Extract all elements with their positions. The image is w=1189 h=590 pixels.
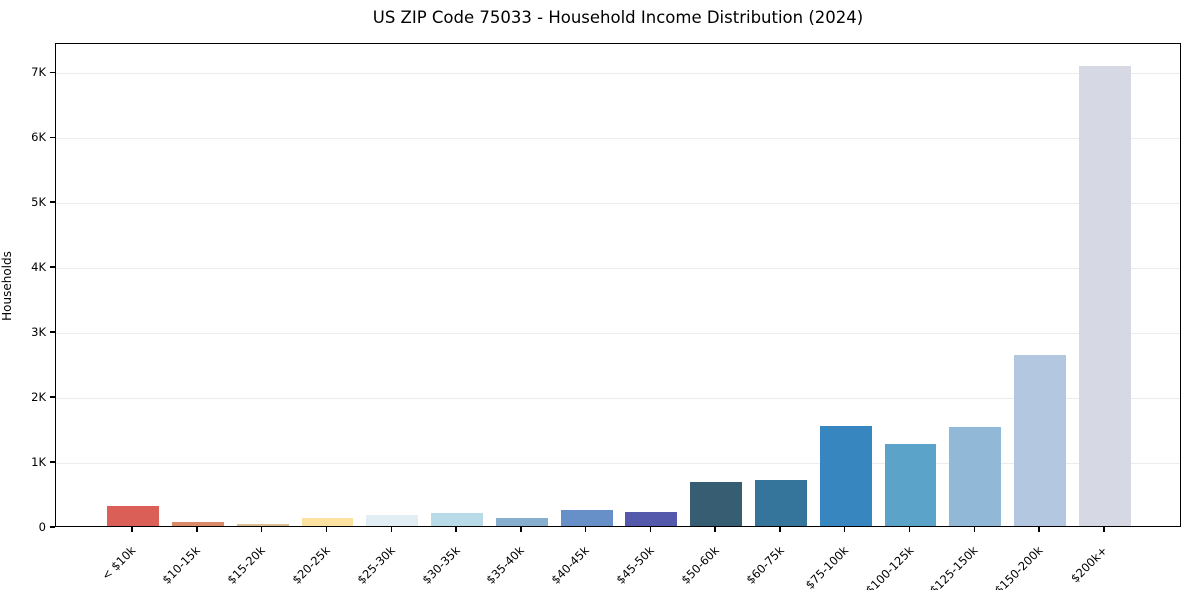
y-tick-mark-6K <box>50 136 55 138</box>
bar-30-35k <box>431 512 483 526</box>
x-tick-mark-4 <box>390 527 392 532</box>
y-tick-mark-4K <box>50 266 55 268</box>
x-tick-label-3: $20-25k <box>289 543 333 587</box>
y-tick-label-2K: 2K <box>31 389 46 404</box>
x-tick-label-1: $10-15k <box>159 543 204 587</box>
gridline-2K <box>56 397 1180 399</box>
bar-200k <box>1078 66 1131 526</box>
y-tick-label-7K: 7K <box>31 64 46 79</box>
x-tick-mark-14 <box>1038 527 1040 532</box>
bar-125-150k <box>949 426 1002 526</box>
x-tick-mark-2 <box>260 527 263 532</box>
y-tick-mark-5K <box>50 201 55 203</box>
x-tick-label-2: $15-20k <box>224 543 269 587</box>
x-tick-label-10: $60-75k <box>742 543 787 587</box>
bar-10-15k <box>171 522 224 526</box>
y-tick-mark-1K <box>50 461 55 463</box>
bar-10k <box>107 506 159 526</box>
chart-title: US ZIP Code 75033 - Household Income Dis… <box>372 8 864 27</box>
x-tick-label-12: $100-125k <box>862 543 916 590</box>
gridline-7K <box>56 72 1180 74</box>
x-tick-label-6: $35-40k <box>483 543 528 587</box>
gridline-4K <box>56 267 1180 269</box>
gridline-3K <box>56 332 1180 334</box>
x-tick-label-11: $75-100k <box>802 543 852 590</box>
x-tick-mark-3 <box>325 527 328 532</box>
y-tick-label-3K: 3K <box>31 324 46 339</box>
gridline-5K <box>56 202 1180 204</box>
x-tick-label-8: $45-50k <box>613 543 657 587</box>
x-tick-label-4: $25-30k <box>354 543 398 587</box>
bar-15-20k <box>236 523 289 526</box>
y-tick-label-0: 0 <box>38 519 46 534</box>
y-tick-label-4K: 4K <box>31 259 46 274</box>
x-tick-mark-13 <box>973 527 976 532</box>
bar-75-100k <box>819 425 872 526</box>
x-tick-label-0: < $10k <box>98 543 139 583</box>
x-tick-label-5: $30-35k <box>419 543 463 587</box>
y-tick-label-1K: 1K <box>31 454 46 469</box>
x-tick-mark-0 <box>131 527 133 532</box>
x-tick-label-13: $125-150k <box>927 543 981 590</box>
x-tick-mark-11 <box>844 527 846 532</box>
y-tick-mark-0 <box>50 526 55 528</box>
y-tick-label-6K: 6K <box>31 129 46 144</box>
y-tick-mark-3K <box>50 331 55 333</box>
x-tick-mark-10 <box>779 527 781 532</box>
bar-100-125k <box>884 443 937 526</box>
bar-35-40k <box>495 517 548 526</box>
bar-20-25k <box>301 517 354 526</box>
bar-50-60k <box>690 482 743 526</box>
x-tick-label-7: $40-45k <box>548 543 593 587</box>
bar-150-200k <box>1014 355 1067 526</box>
y-tick-mark-2K <box>50 396 55 398</box>
x-tick-mark-1 <box>196 527 198 532</box>
bar-40-45k <box>560 510 613 526</box>
gridline-6K <box>56 137 1180 139</box>
plot-area <box>55 43 1181 527</box>
x-tick-mark-8 <box>649 527 652 532</box>
bar-45-50k <box>625 512 678 526</box>
bar-25-30k <box>366 514 419 526</box>
x-tick-mark-6 <box>520 527 522 532</box>
x-tick-label-15: $200k+ <box>1068 543 1111 586</box>
x-tick-mark-7 <box>584 527 587 532</box>
y-tick-mark-7K <box>50 71 55 73</box>
y-tick-label-5K: 5K <box>31 194 46 209</box>
bar-60-75k <box>755 480 807 526</box>
x-tick-mark-9 <box>714 527 716 532</box>
x-tick-label-9: $50-60k <box>678 543 722 587</box>
x-tick-mark-12 <box>908 527 911 532</box>
gridline-1K <box>56 462 1180 464</box>
x-tick-mark-15 <box>1103 527 1105 532</box>
y-axis-label: Households <box>0 251 14 321</box>
x-tick-label-14: $150-200k <box>991 543 1046 590</box>
x-tick-mark-5 <box>455 527 457 532</box>
